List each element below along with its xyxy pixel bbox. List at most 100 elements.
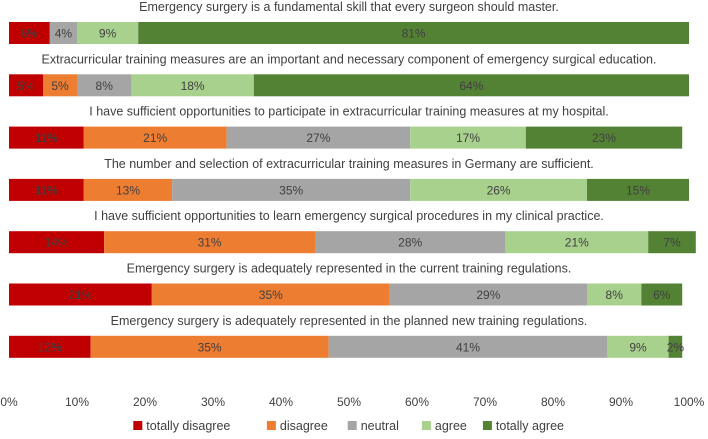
bar-segment-disagree <box>43 74 77 97</box>
legend-label: neutral <box>361 419 399 433</box>
bar-segment-totally-agree <box>641 283 683 306</box>
statement-label: Emergency surgery is a fundamental skill… <box>139 0 559 14</box>
x-tick-label: 100% <box>674 395 705 409</box>
bar-segment-neutral <box>315 231 506 254</box>
legend-label: totally agree <box>496 419 564 433</box>
x-tick-label: 70% <box>473 395 497 409</box>
legend-swatch <box>347 421 357 430</box>
segment-value-label: 29% <box>476 288 500 302</box>
bar-segment-totally-agree <box>648 231 696 254</box>
segment-value-label: 35% <box>279 183 303 197</box>
segment-value-label: 14% <box>45 236 69 250</box>
chart-row: I have sufficient opportunities to parti… <box>9 105 683 149</box>
bar-segment-neutral <box>328 335 608 358</box>
segment-value-label: 27% <box>306 131 330 145</box>
chart-row: Emergency surgery is adequately represen… <box>9 262 683 306</box>
statement-label: The number and selection of extracurricu… <box>104 157 594 171</box>
bar-segment-disagree <box>83 178 173 201</box>
bar-segment-agree <box>131 74 254 97</box>
chart-row: Emergency surgery is adequately represen… <box>9 314 684 358</box>
statement-label: Extracurricular training measures are an… <box>42 52 657 66</box>
x-tick-label: 80% <box>541 395 565 409</box>
bar-segment-agree <box>77 22 139 44</box>
x-tick-label: 60% <box>405 395 429 409</box>
bar-segment-agree <box>505 231 649 254</box>
segment-value-label: 2% <box>667 340 685 354</box>
segment-value-label: 18% <box>181 79 205 93</box>
chart-row: Emergency surgery is a fundamental skill… <box>9 0 689 44</box>
bar-segment-totally-agree <box>525 126 683 149</box>
chart-row: I have sufficient opportunities to learn… <box>9 209 696 254</box>
bar-segment-agree <box>607 335 669 358</box>
legend-item: disagree <box>266 419 328 433</box>
legend-swatch <box>133 421 143 430</box>
segment-value-label: 6% <box>653 288 671 302</box>
bar-segment-neutral <box>49 22 77 44</box>
legend: totally disagree disagree neutral agree tota… <box>133 419 564 433</box>
x-tick-label: 50% <box>337 395 361 409</box>
chart-row: The number and selection of extracurricu… <box>9 157 689 201</box>
segment-value-label: 35% <box>198 340 222 354</box>
segment-value-label: 28% <box>398 236 422 250</box>
bar-segment-totally-agree <box>138 22 689 44</box>
segment-value-label: 21% <box>68 288 92 302</box>
bar-segment-totally-disagree <box>9 335 91 358</box>
bar-segment-neutral <box>172 178 411 201</box>
bar-segment-totally-disagree <box>9 22 50 44</box>
segment-value-label: 12% <box>38 340 62 354</box>
segment-value-label: 11% <box>35 131 58 145</box>
x-tick-label: 0% <box>0 395 18 409</box>
bar-segment-totally-agree <box>668 335 683 358</box>
legend-item: totally disagree <box>133 419 230 433</box>
bar-segment-agree <box>410 178 587 201</box>
legend-swatch <box>482 421 492 430</box>
legend-item: agree <box>421 419 467 433</box>
segment-value-label: 11% <box>35 183 58 197</box>
segment-value-label: 9% <box>99 27 117 41</box>
legend-item: neutral <box>347 419 399 433</box>
x-tick-label: 10% <box>65 395 89 409</box>
bar-segment-neutral <box>389 283 587 306</box>
legend-label: totally disagree <box>146 419 230 433</box>
segment-value-label: 4% <box>55 27 73 41</box>
x-tick-label: 90% <box>609 395 633 409</box>
segment-value-label: 8% <box>606 288 624 302</box>
bar-segment-neutral <box>77 74 132 97</box>
x-tick-label: 40% <box>269 395 293 409</box>
segment-value-label: 13% <box>116 183 140 197</box>
bar-segment-totally-agree <box>587 178 689 201</box>
x-tick-label: 30% <box>201 395 225 409</box>
segment-value-label: 9% <box>629 340 647 354</box>
legend-item: totally agree <box>482 419 564 433</box>
segment-value-label: 35% <box>259 288 283 302</box>
bar-segment-disagree <box>83 126 227 149</box>
segment-value-label: 5% <box>17 79 35 93</box>
legend-label: disagree <box>280 419 328 433</box>
segment-value-label: 26% <box>487 183 511 197</box>
segment-value-label: 6% <box>21 27 39 41</box>
segment-value-label: 15% <box>626 183 650 197</box>
statement-label: Emergency surgery is adequately represen… <box>127 262 572 276</box>
bar-segment-disagree <box>90 335 329 358</box>
bar-segment-neutral <box>226 126 411 149</box>
chart-rows: Emergency surgery is a fundamental skill… <box>9 0 696 358</box>
segment-value-label: 81% <box>402 27 426 41</box>
segment-value-label: 23% <box>592 131 616 145</box>
bar-segment-totally-disagree <box>9 74 43 97</box>
segment-value-label: 21% <box>565 236 589 250</box>
segment-value-label: 17% <box>456 131 480 145</box>
legend-label: agree <box>435 419 467 433</box>
bar-segment-agree <box>587 283 642 306</box>
bar-segment-totally-disagree <box>9 178 84 201</box>
segment-value-label: 8% <box>96 79 114 93</box>
bar-segment-totally-disagree <box>9 283 152 306</box>
segment-value-label: 7% <box>663 236 681 250</box>
legend-swatch <box>421 421 431 430</box>
bar-segment-totally-disagree <box>9 231 105 254</box>
segment-value-label: 21% <box>143 131 167 145</box>
statement-label: I have sufficient opportunities to learn… <box>94 209 604 223</box>
legend-swatch <box>266 421 276 430</box>
bar-segment-totally-disagree <box>9 126 84 149</box>
statement-label: I have sufficient opportunities to parti… <box>89 105 608 119</box>
segment-value-label: 31% <box>198 236 222 250</box>
